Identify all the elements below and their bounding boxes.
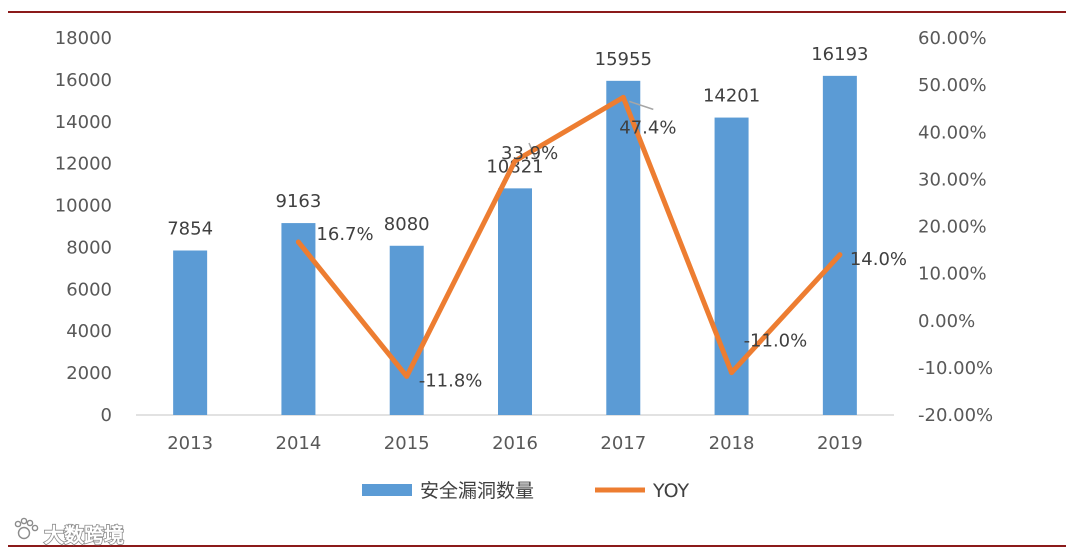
left-tick-label: 14000 [55,112,112,133]
yoy-data-label: 47.4% [619,117,676,138]
yoy-data-label: 14.0% [850,249,907,270]
left-tick-label: 4000 [66,321,112,342]
bar-series [173,75,857,416]
yoy-data-label: -11.0% [744,331,808,352]
x-tick-label: 2019 [817,433,863,454]
x-tick-label: 2016 [492,433,538,454]
x-tick-label: 2014 [276,433,322,454]
bar-data-label: 15955 [595,49,652,70]
right-tick-label: 60.00% [918,28,987,49]
right-tick-label: 20.00% [918,217,987,238]
right-axis: -20.00% -10.00% 0.00% 10.00% 20.00% 30.00% 40.… [918,28,993,426]
watermark: 大数跨境 [14,517,125,548]
left-tick-label: 6000 [66,279,112,300]
x-axis: 2013 2014 2015 2016 2017 2018 2019 [167,433,863,454]
left-tick-label: 2000 [66,363,112,384]
left-axis: 0 2000 4000 6000 8000 10000 12000 14000 16000 180… [55,28,112,426]
x-tick-label: 2013 [167,433,213,454]
right-tick-label: -20.00% [918,405,993,426]
right-tick-label: -10.00% [918,358,993,379]
x-tick-label: 2015 [384,433,430,454]
yoy-point [295,239,301,245]
bar-data-label: 8080 [384,214,430,235]
yoy-point [512,158,518,164]
yoy-point [620,94,626,100]
yoy-point [837,252,843,258]
legend-label-bar: 安全漏洞数量 [420,480,534,502]
yoy-data-label: 33.9% [501,143,558,164]
yoy-line [295,94,843,379]
left-tick-label: 10000 [55,196,112,217]
right-tick-label: 0.00% [918,311,975,332]
bar-data-label: 16193 [811,44,868,65]
yoy-point [729,370,735,376]
left-tick-label: 8000 [66,237,112,258]
right-tick-label: 10.00% [918,264,987,285]
bar-data-label: 7854 [167,219,213,240]
leader-line [629,100,654,111]
bar [389,245,424,415]
left-tick-label: 18000 [55,28,112,49]
x-tick-label: 2017 [600,433,646,454]
yoy-data-label: 16.7% [316,224,373,245]
bar-data-label: 10821 [486,156,543,177]
x-tick-label: 2018 [709,433,755,454]
legend: 安全漏洞数量 YOY [362,480,689,502]
right-tick-label: 30.00% [918,169,987,190]
bar-data-label: 14201 [703,86,760,107]
legend-swatch-bar [362,484,412,496]
left-tick-label: 0 [101,405,112,426]
bar-data-label: 9163 [276,191,322,212]
left-tick-label: 12000 [55,154,112,175]
bar [714,117,749,416]
yoy-data-label: -11.8% [419,370,483,391]
bar-data-labels: 7854 9163 8080 10821 15955 14201 16193 [167,44,868,240]
line-data-labels: 16.7% -11.8% 33.9% 47.4% -11.0% 14.0% [316,117,907,391]
left-tick-label: 16000 [55,70,112,91]
bar [173,250,208,415]
bar [822,75,857,415]
right-tick-label: 50.00% [918,75,987,96]
paw-logo-icon [14,517,39,540]
yoy-point [404,373,410,379]
line-series [295,94,843,379]
watermark-text: 大数跨境 [44,523,124,547]
bar [498,188,532,415]
right-tick-label: 40.00% [918,122,987,143]
bar [606,80,641,415]
legend-label-line: YOY [652,480,689,502]
bar [281,223,316,415]
